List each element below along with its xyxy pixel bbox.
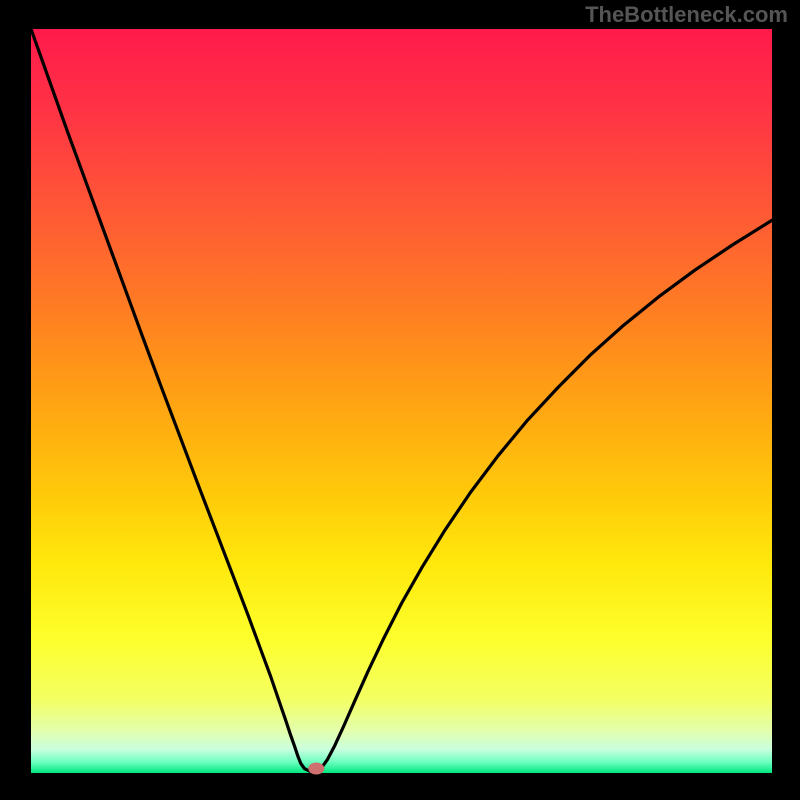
bottleneck-chart (0, 0, 800, 800)
plot-background (31, 29, 772, 773)
watermark-text: TheBottleneck.com (585, 2, 788, 28)
chart-container (0, 0, 800, 800)
minimum-marker (308, 763, 324, 775)
